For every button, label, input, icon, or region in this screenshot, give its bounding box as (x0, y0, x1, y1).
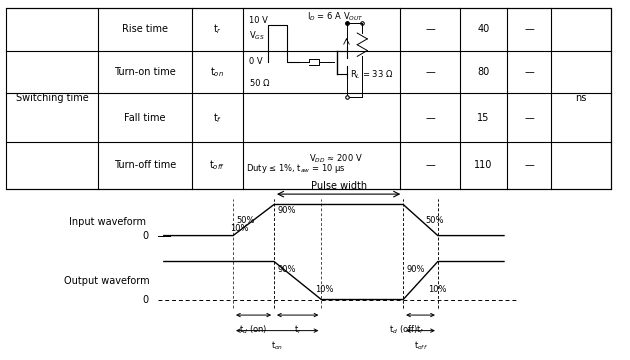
Text: Duty ≤ 1%, t$_{aw}$ = 10 μs: Duty ≤ 1%, t$_{aw}$ = 10 μs (246, 162, 346, 175)
Text: 90%: 90% (406, 265, 425, 274)
Text: Input waveform: Input waveform (69, 217, 146, 227)
Text: t$_r$: t$_r$ (213, 22, 222, 36)
Text: 0 V: 0 V (249, 57, 263, 66)
Text: 50%: 50% (425, 216, 444, 225)
Text: V$_{OUT}$: V$_{OUT}$ (343, 10, 364, 23)
Text: —: — (425, 67, 435, 77)
Text: —: — (524, 113, 534, 123)
Text: 10%: 10% (428, 285, 447, 294)
Text: Output waveform: Output waveform (64, 275, 150, 285)
Text: t$_d$ (off): t$_d$ (off) (389, 324, 418, 336)
Text: V$_{GS}$: V$_{GS}$ (249, 30, 265, 42)
Text: Pulse width: Pulse width (311, 181, 367, 191)
Text: —: — (524, 24, 534, 34)
Text: 10%: 10% (315, 285, 333, 294)
Text: 10 V: 10 V (249, 16, 268, 25)
Text: 40: 40 (478, 24, 490, 34)
Text: I$_D$ = 6 A: I$_D$ = 6 A (307, 10, 343, 23)
Text: Rise time: Rise time (122, 24, 168, 34)
Text: 80: 80 (478, 67, 490, 77)
Text: t$_{on}$: t$_{on}$ (271, 339, 284, 352)
Text: t$_r$: t$_r$ (294, 324, 302, 336)
Text: ns: ns (575, 93, 587, 103)
Text: 0: 0 (142, 294, 148, 305)
Text: R$_L$ = 33 Ω: R$_L$ = 33 Ω (350, 69, 392, 81)
Text: —: — (425, 160, 435, 170)
Text: —: — (524, 67, 534, 77)
Text: —: — (425, 24, 435, 34)
Text: t$_f$: t$_f$ (416, 324, 425, 336)
Text: Switching time: Switching time (16, 93, 88, 103)
Text: 110: 110 (474, 160, 493, 170)
Text: 50 Ω: 50 Ω (250, 78, 270, 87)
Text: Fall time: Fall time (124, 113, 166, 123)
Text: 50%: 50% (236, 216, 255, 225)
Text: 0: 0 (142, 231, 148, 240)
Text: V$_{DD}$ ≈ 200 V: V$_{DD}$ ≈ 200 V (309, 152, 362, 165)
Text: t$_d$ (on): t$_d$ (on) (239, 324, 268, 336)
Text: t$_f$: t$_f$ (213, 111, 222, 125)
Text: —: — (524, 160, 534, 170)
Text: —: — (425, 113, 435, 123)
Text: t$_{off}$: t$_{off}$ (414, 339, 427, 352)
Text: 15: 15 (478, 113, 490, 123)
Text: 90%: 90% (277, 265, 295, 274)
Text: 10%: 10% (230, 224, 248, 233)
Text: Turn-on time: Turn-on time (114, 67, 176, 77)
Text: 90%: 90% (277, 206, 295, 215)
Text: t$_{on}$: t$_{on}$ (210, 65, 224, 79)
Text: t$_{off}$: t$_{off}$ (210, 158, 225, 172)
Text: Turn-off time: Turn-off time (114, 160, 176, 170)
